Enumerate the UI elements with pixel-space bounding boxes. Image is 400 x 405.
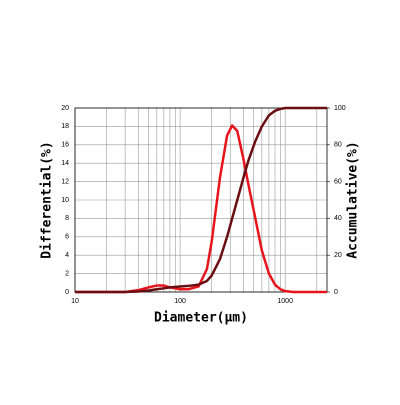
- y-tick-label: 12: [61, 178, 69, 185]
- y-axis-label: Differential(%): [40, 141, 55, 258]
- x-tick-label: 100: [174, 298, 186, 305]
- y-tick-label: 0: [65, 289, 69, 296]
- y2-tick-label: 100: [334, 105, 346, 112]
- y-tick-label: 8: [65, 215, 69, 222]
- plot-frame: [74, 107, 328, 293]
- y-tick-label: 16: [61, 142, 69, 149]
- series-line: [75, 106, 327, 294]
- y2-axis-label: Accumulative(%): [346, 141, 361, 258]
- y-tick-label: 2: [65, 270, 69, 277]
- y2-tick-label: 40: [334, 215, 342, 222]
- y-tick-label: 6: [65, 234, 69, 241]
- y-tick-label: 14: [61, 160, 69, 167]
- y-tick-label: 20: [61, 105, 69, 112]
- x-axis-label: Diameter(μm): [154, 311, 248, 326]
- y2-tick-label: 0: [334, 289, 338, 296]
- series-line: [75, 124, 327, 294]
- y-tick-label: 18: [61, 123, 69, 130]
- x-tick-label: 10: [71, 298, 79, 305]
- y-tick-label: 4: [65, 252, 69, 259]
- y2-tick-label: 20: [334, 252, 342, 259]
- x-tick-label: 1000: [277, 298, 293, 305]
- y2-tick-label: 60: [334, 178, 342, 185]
- y2-tick-label: 80: [334, 142, 342, 149]
- y-tick-label: 10: [61, 197, 69, 204]
